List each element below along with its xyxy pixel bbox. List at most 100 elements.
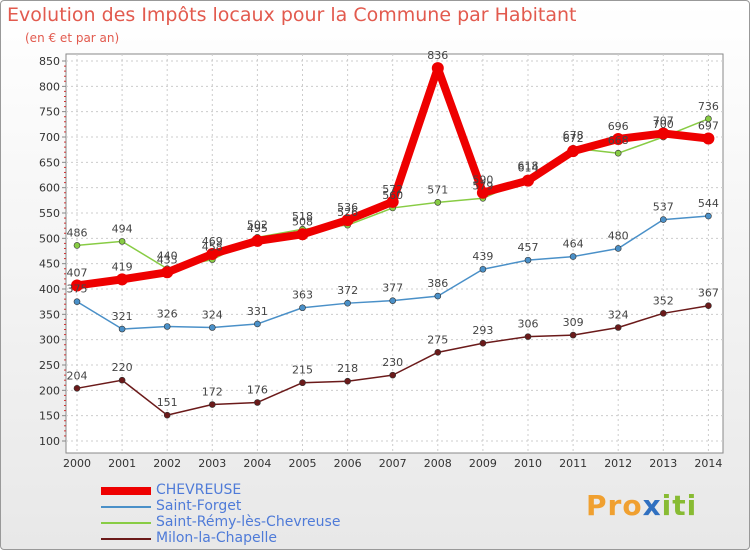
data-label-1: 324 xyxy=(202,309,223,322)
data-label-1: 321 xyxy=(112,310,133,323)
data-point-1 xyxy=(705,212,712,220)
data-point-1 xyxy=(344,299,351,307)
data-point-0 xyxy=(296,228,309,241)
data-point-0 xyxy=(522,174,534,187)
legend-swatch-saint-forget xyxy=(101,506,151,508)
data-point-3 xyxy=(118,376,126,384)
data-label-3: 151 xyxy=(157,396,178,409)
x-tick-label: 2001 xyxy=(108,457,136,470)
data-label-2: 571 xyxy=(427,183,448,196)
y-tick-label: 850 xyxy=(39,55,60,68)
data-point-0 xyxy=(431,62,444,75)
data-point-3 xyxy=(344,377,351,385)
y-tick-label: 500 xyxy=(39,232,60,245)
data-point-3 xyxy=(389,371,397,379)
data-point-0 xyxy=(386,195,399,208)
data-point-3 xyxy=(479,339,487,347)
data-point-0 xyxy=(341,214,354,227)
x-tick-label: 2010 xyxy=(514,457,542,470)
y-tick-label: 800 xyxy=(39,80,60,93)
data-label-0: 672 xyxy=(563,132,584,145)
data-label-2: 678 xyxy=(563,129,584,142)
data-point-2 xyxy=(434,199,442,206)
data-label-3: 367 xyxy=(698,287,719,300)
data-point-3 xyxy=(614,324,622,331)
data-label-3: 204 xyxy=(67,369,88,382)
legend-swatch-chevreuse xyxy=(101,487,151,495)
data-label-3: 293 xyxy=(472,324,493,337)
data-label-2: 526 xyxy=(337,206,358,219)
logo-text-iti: iti xyxy=(661,489,698,522)
data-label-2: 736 xyxy=(698,100,719,113)
data-point-0 xyxy=(612,133,625,146)
data-label-3: 324 xyxy=(608,309,629,322)
data-label-1: 544 xyxy=(698,197,719,210)
data-point-0 xyxy=(71,279,83,292)
data-label-2: 494 xyxy=(112,222,133,235)
y-tick-label: 250 xyxy=(39,359,60,372)
data-label-0: 697 xyxy=(698,120,719,133)
data-label-2: 440 xyxy=(157,250,178,263)
data-point-3 xyxy=(659,310,667,317)
data-label-2: 668 xyxy=(608,134,629,147)
data-point-0 xyxy=(657,127,670,140)
data-label-3: 230 xyxy=(382,356,403,369)
data-label-1: 537 xyxy=(653,201,674,214)
y-tick-label: 550 xyxy=(39,207,60,220)
data-point-2 xyxy=(705,115,712,123)
data-point-0 xyxy=(116,273,129,286)
data-point-1 xyxy=(389,297,397,304)
data-point-1 xyxy=(569,253,577,260)
legend-item-chevreuse: CHEVREUSE xyxy=(101,482,361,499)
data-label-0: 696 xyxy=(608,120,629,133)
data-point-3 xyxy=(434,349,442,356)
data-label-0: 419 xyxy=(112,260,133,273)
data-point-1 xyxy=(163,323,171,330)
data-label-0: 536 xyxy=(337,201,358,214)
y-tick-label: 200 xyxy=(39,384,60,397)
data-label-1: 377 xyxy=(382,282,403,295)
data-label-1: 439 xyxy=(472,250,493,263)
data-label-0: 614 xyxy=(518,162,539,175)
data-point-3 xyxy=(705,302,712,310)
plot-area xyxy=(65,53,724,454)
data-label-2: 700 xyxy=(653,118,674,131)
logo-text-x: x xyxy=(642,489,662,522)
y-tick-label: 750 xyxy=(39,106,60,119)
y-tick-label: 600 xyxy=(39,182,60,195)
data-label-1: 363 xyxy=(292,289,313,302)
data-label-0: 590 xyxy=(472,174,493,187)
data-point-1 xyxy=(254,320,261,328)
data-point-1 xyxy=(524,256,532,264)
x-tick-label: 2007 xyxy=(379,457,407,470)
data-label-1: 326 xyxy=(157,307,178,320)
data-label-2: 502 xyxy=(247,218,268,231)
data-label-2: 618 xyxy=(518,160,539,173)
data-label-2: 518 xyxy=(292,210,313,223)
legend-item-milon: Milon-la-Chapelle xyxy=(101,530,361,547)
y-tick-label: 300 xyxy=(39,334,60,347)
data-label-1: 372 xyxy=(337,284,358,297)
legend-label-saint-forget: Saint-Forget xyxy=(156,498,242,514)
data-label-0: 707 xyxy=(653,114,674,127)
data-point-3 xyxy=(163,411,171,419)
legend-label-milon: Milon-la-Chapelle xyxy=(156,530,277,546)
proxiti-logo: Proxiti xyxy=(586,489,697,522)
data-point-3 xyxy=(209,401,216,408)
data-point-0 xyxy=(206,248,219,261)
data-label-3: 306 xyxy=(518,318,539,331)
legend: CHEVREUSE Saint-Forget Saint-Rémy-lès-Ch… xyxy=(101,482,361,547)
x-tick-label: 2002 xyxy=(153,457,181,470)
x-tick-label: 2011 xyxy=(559,457,587,470)
data-point-2 xyxy=(614,149,622,157)
chart-subtitle: (en € et par an) xyxy=(25,31,120,45)
data-point-1 xyxy=(434,292,442,300)
x-tick-label: 2004 xyxy=(243,457,271,470)
y-tick-label: 350 xyxy=(39,308,60,321)
data-label-0: 469 xyxy=(202,235,223,248)
data-point-0 xyxy=(567,145,580,158)
y-tick-label: 100 xyxy=(39,435,60,448)
data-point-2 xyxy=(73,242,81,249)
